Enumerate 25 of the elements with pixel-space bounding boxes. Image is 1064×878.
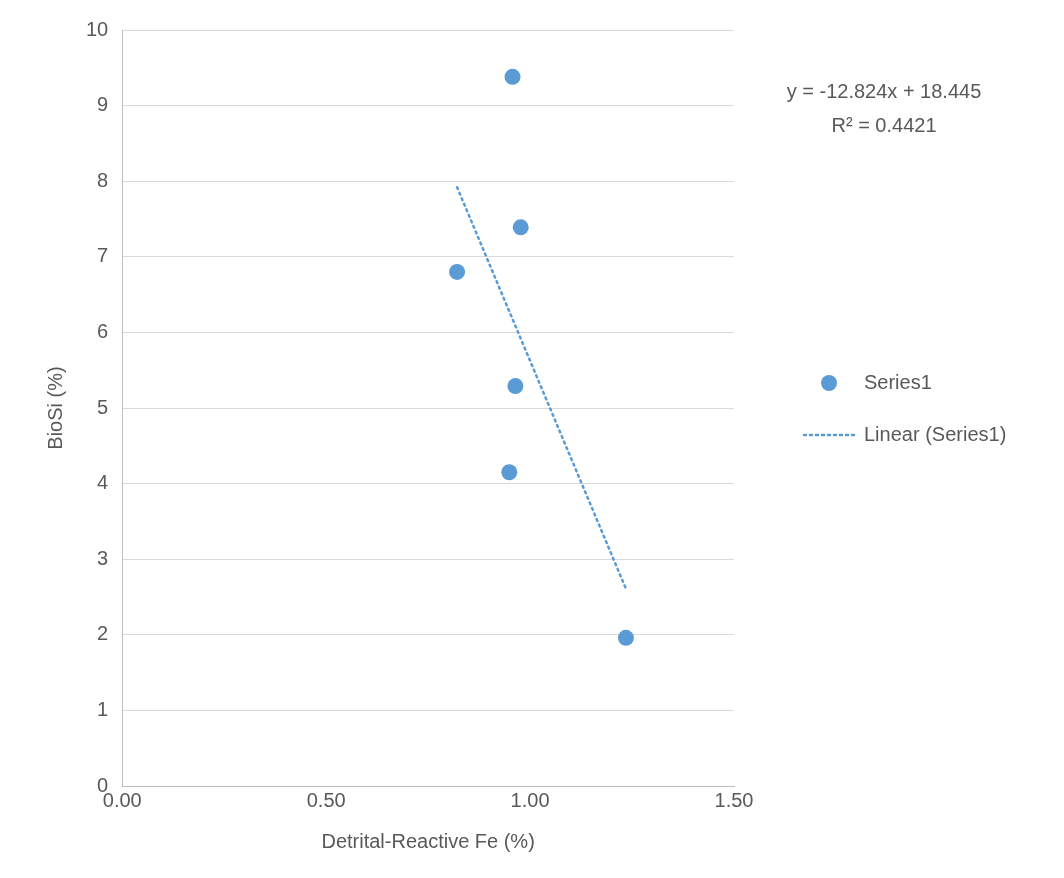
point bbox=[507, 378, 524, 395]
y-tick-label: 1 bbox=[97, 697, 109, 720]
text: y = -12.824x + 18.445 bbox=[786, 79, 982, 102]
y-tick-label: 4 bbox=[97, 471, 109, 494]
y-tick-label: 6 bbox=[97, 319, 109, 342]
legend-label: Series1 bbox=[864, 370, 932, 393]
point bbox=[504, 68, 521, 85]
y-tick-label: 3 bbox=[97, 546, 109, 569]
y-tick-label: 5 bbox=[97, 395, 109, 418]
x-tick-label: 0.50 bbox=[306, 788, 346, 811]
point bbox=[449, 263, 466, 280]
point bbox=[512, 219, 529, 236]
y-tick-label: 7 bbox=[97, 244, 109, 267]
y-tick-label: 9 bbox=[97, 93, 109, 116]
legend-label: Linear (Series1) bbox=[864, 422, 1007, 445]
y-tick-label: 2 bbox=[97, 622, 109, 645]
y-tick-label: 8 bbox=[97, 168, 109, 191]
y-axis-title: BioSi (%) bbox=[43, 366, 66, 450]
text: R² = 0.4421 bbox=[831, 113, 937, 136]
x-tick-label: 1.00 bbox=[510, 788, 550, 811]
x-axis-title: Detrital-Reactive Fe (%) bbox=[321, 829, 535, 852]
point bbox=[501, 464, 518, 481]
y-tick-label: 10 bbox=[86, 17, 109, 40]
point bbox=[617, 629, 634, 646]
x-tick-label: 1.50 bbox=[714, 788, 754, 811]
